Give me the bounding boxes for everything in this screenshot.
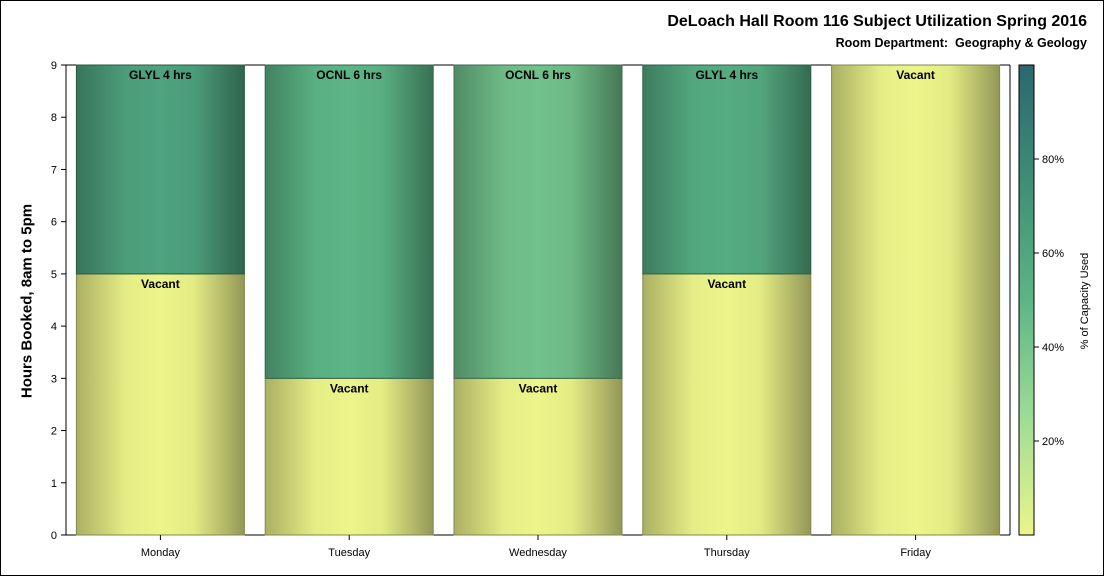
bar-segment-label: Vacant	[330, 381, 369, 395]
bar-segment-label: Vacant	[707, 277, 746, 291]
bar-segment-label: Vacant	[141, 277, 180, 291]
x-tick-label: Friday	[900, 547, 931, 559]
colorbar-tick-label: 60%	[1042, 248, 1064, 260]
bar-segment	[75, 273, 245, 536]
y-tick-label: 9	[51, 60, 57, 72]
bar-segment	[453, 64, 623, 379]
bar-segment-label: OCNL 6 hrs	[316, 68, 382, 82]
bar-segment	[831, 64, 1001, 536]
y-tick-label: 1	[51, 478, 57, 490]
x-tick-label: Monday	[141, 547, 181, 559]
y-tick-label: 3	[51, 373, 57, 385]
x-tick-label: Tuesday	[328, 547, 370, 559]
x-tick-label: Wednesday	[509, 547, 567, 559]
y-tick-label: 2	[51, 426, 57, 438]
chart-subtitle: Room Department: Geography & Geology	[835, 36, 1087, 50]
bar-segment-label: OCNL 6 hrs	[505, 68, 571, 82]
bar-segment	[453, 377, 623, 536]
y-tick-label: 5	[51, 269, 57, 281]
colorbar-tick-label: 20%	[1042, 436, 1064, 448]
bar-segment-label: GLYL 4 hrs	[129, 68, 192, 82]
y-tick-label: 8	[51, 112, 57, 124]
bar-segment	[75, 64, 245, 275]
y-tick-label: 4	[51, 321, 57, 333]
bar-segment	[642, 64, 812, 275]
y-tick-label: 6	[51, 217, 57, 229]
y-tick-label: 0	[51, 530, 57, 542]
colorbar-tick-label: 80%	[1042, 154, 1064, 166]
bar-segment	[642, 273, 812, 536]
bar-segment	[264, 64, 434, 379]
bar-segment	[264, 377, 434, 536]
chart-title: DeLoach Hall Room 116 Subject Utilizatio…	[667, 13, 1087, 30]
y-tick-label: 7	[51, 164, 57, 176]
bar-segment-label: GLYL 4 hrs	[695, 68, 758, 82]
bar-segment-label: Vacant	[519, 381, 558, 395]
x-tick-label: Thursday	[704, 547, 750, 559]
colorbar-tick-label: 40%	[1042, 342, 1064, 354]
colorbar	[1018, 64, 1035, 536]
bar-segment-label: Vacant	[896, 68, 935, 82]
